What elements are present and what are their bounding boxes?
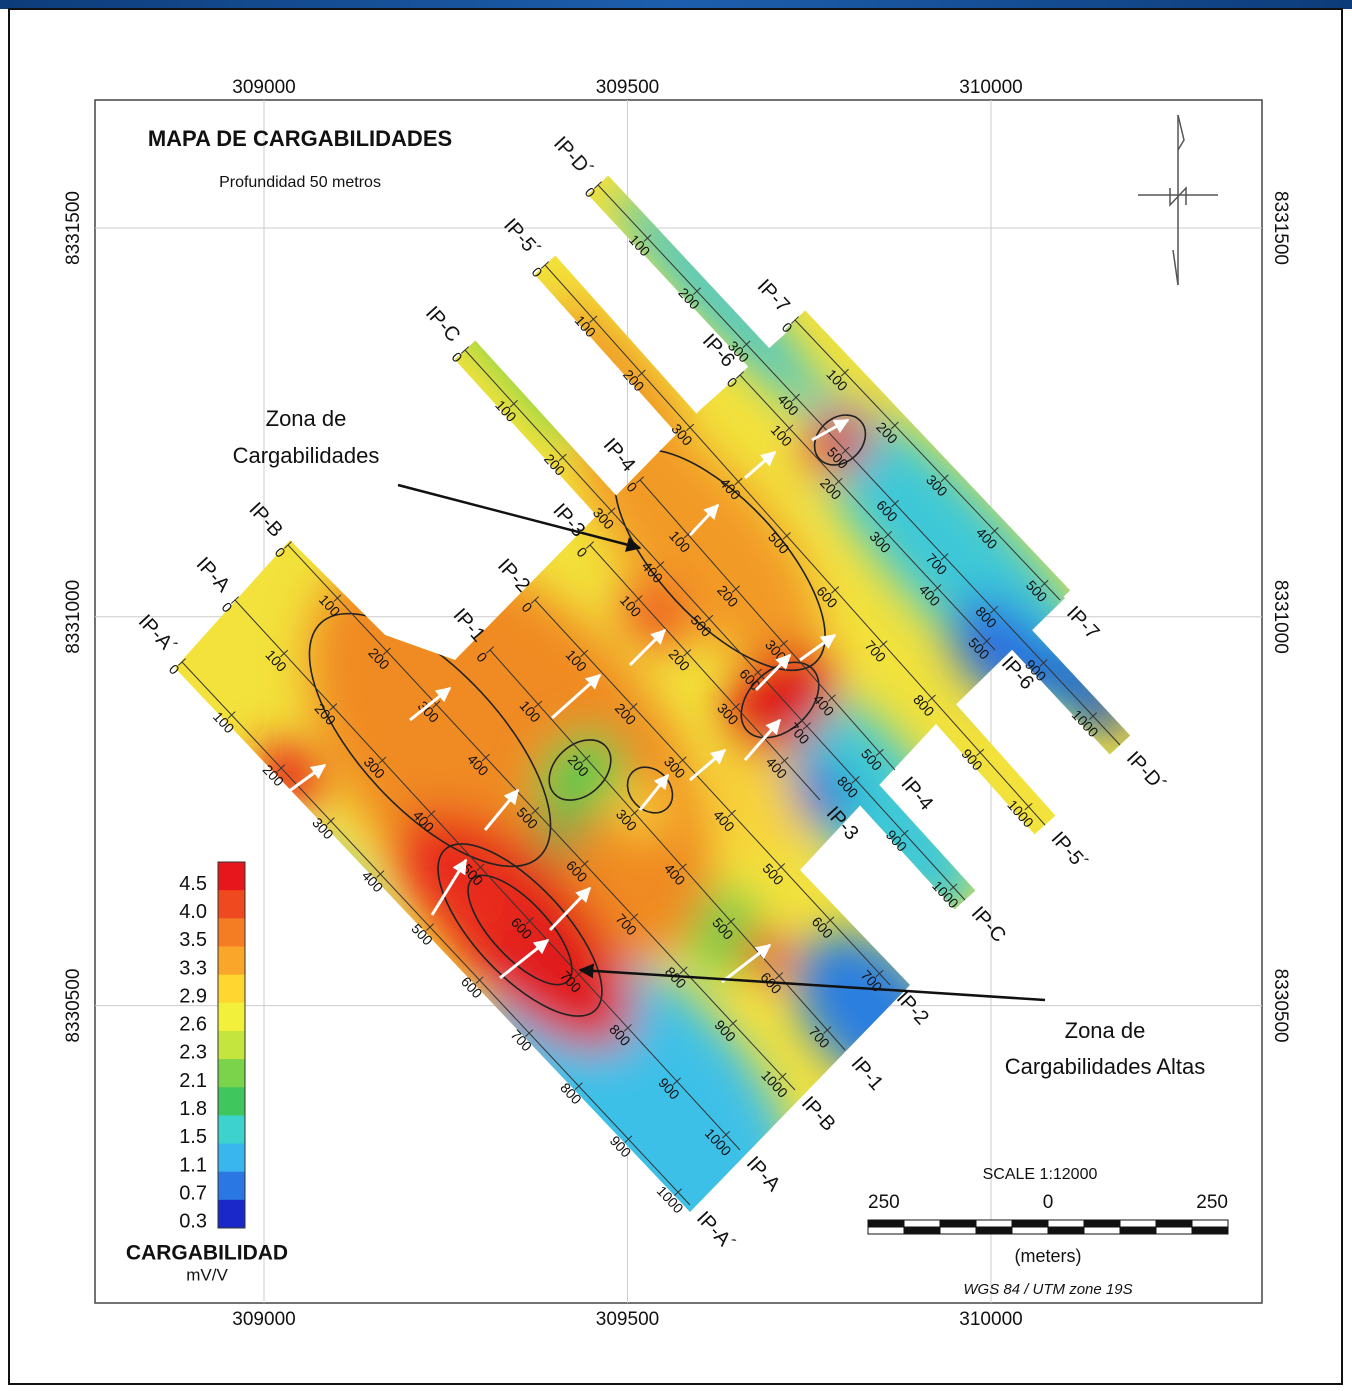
- legend-swatch: [218, 1144, 245, 1173]
- legend-swatch: [218, 1115, 245, 1144]
- legend-label: 1.1: [179, 1154, 207, 1176]
- scale-seg: [904, 1227, 940, 1234]
- map-subtitle: Profundidad 50 metros: [219, 174, 381, 191]
- scale-seg: [940, 1227, 976, 1234]
- legend-label: 2.9: [179, 985, 207, 1007]
- legend-swatch: [218, 1200, 245, 1229]
- x-tick-label: 309000: [232, 1309, 295, 1330]
- legend-swatch: [218, 918, 245, 947]
- legend-swatch: [218, 862, 245, 891]
- page: 01002003004005006007008009001000IP-A´IP-…: [0, 0, 1352, 1391]
- scale-title: SCALE 1:12000: [983, 1166, 1098, 1183]
- scale-seg: [868, 1227, 904, 1234]
- annotation-text: Cargabilidades Altas: [1005, 1054, 1206, 1079]
- legend-swatch: [218, 1172, 245, 1201]
- scale-seg: [1012, 1227, 1048, 1234]
- legend-swatch: [218, 890, 245, 919]
- y-tick-label: 8330500: [1270, 969, 1291, 1043]
- scale-tick-label: 250: [1196, 1192, 1228, 1213]
- legend-swatch: [218, 1087, 245, 1116]
- top-bar: [0, 0, 1352, 9]
- legend-label: 4.5: [179, 873, 207, 895]
- scale-seg: [940, 1220, 976, 1227]
- annotation-text: Zona de: [1065, 1018, 1146, 1043]
- x-tick-label: 309500: [596, 1309, 659, 1330]
- y-tick-label: 8331500: [1270, 191, 1291, 265]
- legend-swatch: [218, 1003, 245, 1032]
- legend-label: 2.3: [179, 1042, 207, 1064]
- scale-datum: WGS 84 / UTM zone 19S: [963, 1281, 1132, 1298]
- scale-seg: [868, 1220, 904, 1227]
- x-tick-label: 310000: [959, 77, 1022, 98]
- scale-seg: [1048, 1220, 1084, 1227]
- legend-label: 1.5: [179, 1126, 207, 1148]
- scale-seg: [1084, 1220, 1120, 1227]
- scale-seg: [976, 1227, 1012, 1234]
- scale-seg: [1192, 1227, 1228, 1234]
- annotation-text: Zona de: [266, 406, 347, 431]
- scale-seg: [1048, 1227, 1084, 1234]
- scale-unit: (meters): [1015, 1246, 1082, 1266]
- legend-swatch: [218, 1031, 245, 1060]
- y-tick-label: 8331000: [1270, 580, 1291, 654]
- scale-seg: [1120, 1220, 1156, 1227]
- map-title: MAPA DE CARGABILIDADES: [148, 126, 452, 151]
- legend-swatch: [218, 975, 245, 1004]
- y-tick-label: 8331000: [63, 580, 84, 654]
- x-tick-label: 309500: [596, 77, 659, 98]
- legend-label: 2.1: [179, 1070, 207, 1092]
- scale-seg: [1156, 1220, 1192, 1227]
- scale-seg: [1156, 1227, 1192, 1234]
- scale-seg: [904, 1220, 940, 1227]
- legend-label: 4.0: [179, 901, 207, 923]
- scale-tick-label: 250: [868, 1192, 900, 1213]
- y-tick-label: 8331500: [63, 191, 84, 265]
- scale-seg: [1084, 1227, 1120, 1234]
- legend-unit: mV/V: [186, 1265, 228, 1284]
- legend-label: 3.3: [179, 957, 207, 979]
- scale-seg: [1120, 1227, 1156, 1234]
- legend-title: CARGABILIDAD: [126, 1242, 288, 1265]
- annotation-text: Cargabilidades: [233, 443, 380, 468]
- legend-swatch: [218, 946, 245, 975]
- legend-label: 1.8: [179, 1098, 207, 1120]
- scale-seg: [1192, 1220, 1228, 1227]
- scale-seg: [976, 1220, 1012, 1227]
- legend-label: 0.7: [179, 1182, 207, 1204]
- legend-swatch: [218, 1059, 245, 1088]
- legend-label: 3.5: [179, 929, 207, 951]
- scale-tick-label: 0: [1043, 1192, 1054, 1213]
- x-tick-label: 309000: [232, 77, 295, 98]
- x-tick-label: 310000: [959, 1309, 1022, 1330]
- scale-seg: [1012, 1220, 1048, 1227]
- legend-label: 0.3: [179, 1211, 207, 1233]
- legend-label: 2.6: [179, 1014, 207, 1036]
- y-tick-label: 8330500: [63, 969, 84, 1043]
- map-figure: 01002003004005006007008009001000IP-A´IP-…: [0, 0, 1352, 1391]
